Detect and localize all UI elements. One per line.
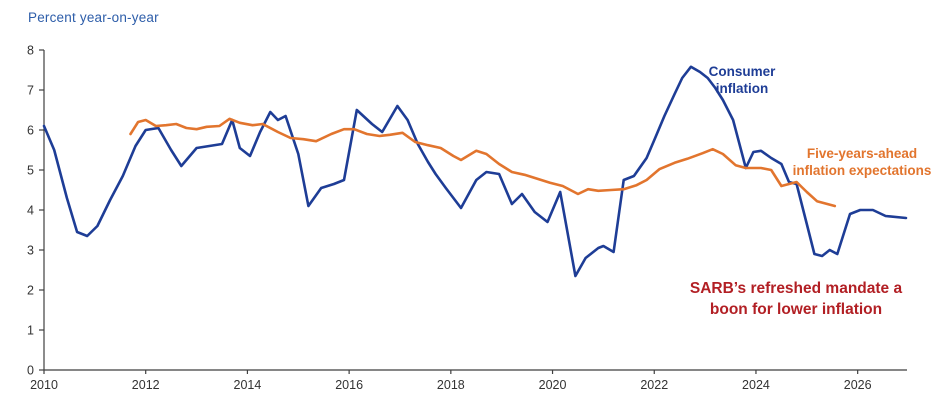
mandate-note: SARB’s refreshed mandate a bbox=[690, 280, 903, 297]
y-tick-label: 2 bbox=[27, 284, 34, 298]
axes bbox=[43, 50, 907, 371]
x-tick-label: 2022 bbox=[640, 378, 668, 392]
y-tick-label: 4 bbox=[27, 204, 34, 218]
y-tick-label: 5 bbox=[27, 164, 34, 178]
consumer-inflation-label: Consumer bbox=[709, 64, 777, 79]
x-tick-label: 2012 bbox=[132, 378, 160, 392]
consumer-inflation-line bbox=[42, 65, 908, 278]
x-tick-label: 2010 bbox=[30, 378, 58, 392]
chart-title: Percent year-on-year bbox=[28, 10, 159, 25]
mandate-note: boon for lower inflation bbox=[710, 301, 882, 318]
x-tick-label: 2018 bbox=[437, 378, 465, 392]
expectations-label: inflation expectations bbox=[793, 163, 932, 178]
x-tick-label: 2024 bbox=[742, 378, 770, 392]
expectations-label: Five-years-ahead bbox=[807, 146, 917, 161]
x-tick-label: 2014 bbox=[234, 378, 262, 392]
y-tick-label: 3 bbox=[27, 244, 34, 258]
y-tick-label: 1 bbox=[27, 324, 34, 338]
y-tick-label: 7 bbox=[27, 84, 34, 98]
x-tick-label: 2026 bbox=[844, 378, 872, 392]
x-tick-label: 2020 bbox=[539, 378, 567, 392]
consumer-inflation-label: inflation bbox=[716, 81, 769, 96]
x-tick-label: 2016 bbox=[335, 378, 363, 392]
y-tick-label: 6 bbox=[27, 124, 34, 138]
y-tick-label: 8 bbox=[27, 44, 34, 58]
y-tick-label: 0 bbox=[27, 364, 34, 378]
expectations-line bbox=[129, 117, 837, 208]
